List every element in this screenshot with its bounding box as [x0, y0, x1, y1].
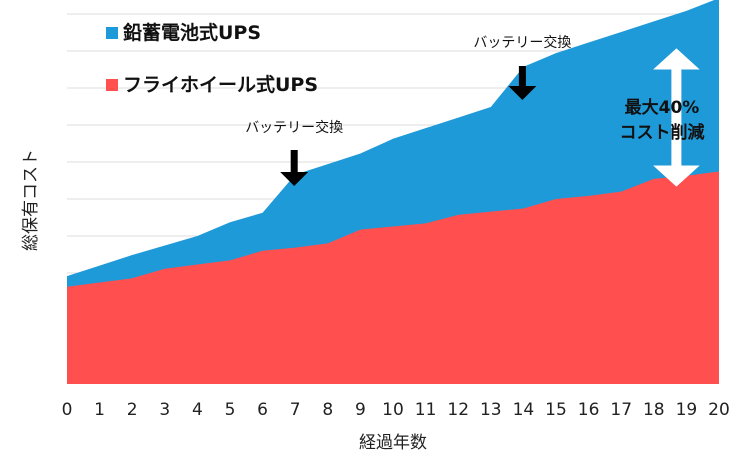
x-tick-label: 1 — [94, 400, 105, 420]
x-tick-label: 18 — [643, 400, 665, 420]
plot-areas — [67, 0, 719, 384]
x-tick-label: 16 — [578, 400, 600, 420]
legend-label: 鉛蓄電池式UPS — [123, 21, 261, 44]
x-axis-title: 経過年数 — [359, 433, 427, 453]
legend-swatch — [106, 79, 118, 91]
down-arrow-icon — [280, 150, 309, 186]
annotation-label: バッテリー交換 — [245, 119, 343, 136]
legend-swatch — [106, 27, 118, 39]
x-tick-label: 20 — [708, 400, 730, 420]
x-tick-label: 3 — [159, 400, 170, 420]
down-arrow-icon — [508, 66, 537, 100]
legend: 鉛蓄電池式UPS フライホイール式UPS — [106, 21, 318, 96]
x-tick-label: 15 — [545, 400, 567, 420]
x-tick-label: 11 — [415, 400, 437, 420]
x-tick-label: 8 — [322, 400, 333, 420]
x-tick-label: 12 — [447, 400, 469, 420]
callout-label: 最大40% — [625, 97, 700, 118]
x-tick-label: 17 — [610, 400, 632, 420]
callout-label: コスト削減 — [620, 122, 705, 143]
x-tick-label: 13 — [480, 400, 502, 420]
y-axis-title: 総保有コスト — [21, 149, 41, 251]
x-tick-labels: 0 1 2 3 4 5 6 7 8 9 10 11 12 13 14 15 16 17 18 19 20 — [62, 400, 730, 420]
x-tick-label: 0 — [62, 400, 73, 420]
x-tick-label: 14 — [513, 400, 535, 420]
legend-label: フライホイール式UPS — [123, 73, 318, 96]
x-tick-label: 5 — [225, 400, 236, 420]
x-tick-label: 4 — [192, 400, 203, 420]
x-tick-label: 19 — [676, 400, 698, 420]
x-tick-label: 6 — [257, 400, 268, 420]
annotation-label: バッテリー交換 — [473, 34, 571, 51]
x-tick-label: 9 — [355, 400, 366, 420]
double-arrow-icon — [653, 48, 700, 187]
x-tick-label: 7 — [290, 400, 301, 420]
series-area-1 — [67, 171, 719, 384]
x-tick-label: 10 — [382, 400, 404, 420]
savings-callout: 最大40% コスト削減 — [620, 48, 705, 187]
x-tick-label: 2 — [127, 400, 138, 420]
